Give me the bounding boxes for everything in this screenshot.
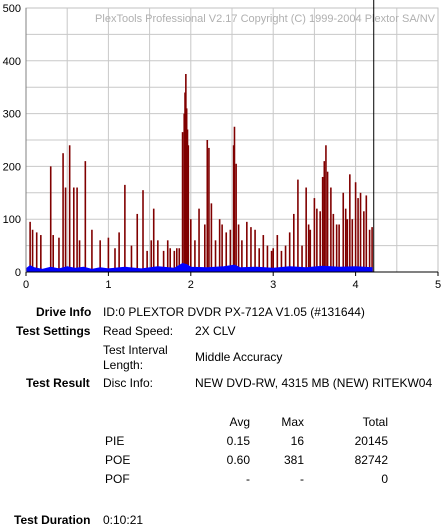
x-tick-label: 1: [105, 279, 111, 290]
stats-header-total: Total: [362, 415, 388, 429]
test-result-label: Test Result: [26, 376, 90, 390]
stats-header-max: Max: [281, 415, 304, 429]
stats-row-pof-name: POF: [105, 472, 130, 486]
poe-series: [29, 74, 373, 272]
x-axis-ticks: 0 1 2 3 4 5: [23, 272, 441, 290]
pie-series: [25, 263, 373, 273]
stats-row-pie-avg: 0.15: [226, 434, 250, 448]
stats-row-pie-name: PIE: [105, 434, 125, 448]
stats-row-pof-avg: -: [246, 472, 250, 486]
y-tick-label: 0: [15, 267, 21, 279]
test-interval-label-2: Length:: [103, 358, 144, 372]
test-settings-label: Test Settings: [16, 324, 91, 338]
test-interval-value: Middle Accuracy: [195, 350, 283, 364]
test-duration-label: Test Duration: [14, 513, 91, 527]
test-duration-value: 0:10:21: [103, 513, 144, 527]
stats-row-poe-max: 381: [283, 453, 304, 467]
chart-title: PlexTools Professional V2.17 Copyright (…: [95, 13, 436, 25]
x-tick-label: 2: [188, 279, 194, 290]
pie-area: [25, 263, 373, 273]
x-tick-label: 0: [23, 279, 29, 290]
x-tick-label: 5: [435, 279, 441, 290]
stats-row-pof-total: 0: [381, 472, 388, 486]
y-axis-ticks: 0 100 200 300 400 500: [3, 3, 21, 279]
stats-row-poe-total: 82742: [354, 453, 388, 467]
stats-row-pof-max: -: [300, 472, 304, 486]
test-interval-label-1: Test Interval: [103, 343, 168, 357]
stats-row-pie-total: 20145: [354, 434, 388, 448]
read-speed-value: 2X CLV: [195, 324, 236, 338]
stats-row-poe-avg: 0.60: [226, 453, 250, 467]
x-tick-label: 3: [270, 279, 276, 290]
drive-info-label: Drive Info: [36, 305, 92, 319]
pi-error-chart: PlexTools Professional V2.17 Copyright (…: [3, 0, 441, 290]
y-tick-label: 500: [3, 3, 21, 15]
read-speed-label: Read Speed:: [103, 324, 174, 338]
x-tick-label: 4: [353, 279, 359, 290]
y-tick-label: 200: [3, 161, 21, 173]
y-tick-label: 400: [3, 56, 21, 68]
disc-info-label: Disc Info:: [103, 376, 154, 390]
stats-row-poe-name: POE: [105, 453, 131, 467]
disc-info-value: NEW DVD-RW, 4315 MB (NEW) RITEKW04: [195, 376, 433, 390]
y-tick-label: 300: [3, 109, 21, 121]
drive-info-value: ID:0 PLEXTOR DVDR PX-712A V1.05 (#131644…: [103, 305, 365, 319]
stats-row-pie-max: 16: [290, 434, 304, 448]
y-tick-label: 100: [3, 214, 21, 226]
stats-header-avg: Avg: [229, 415, 250, 429]
